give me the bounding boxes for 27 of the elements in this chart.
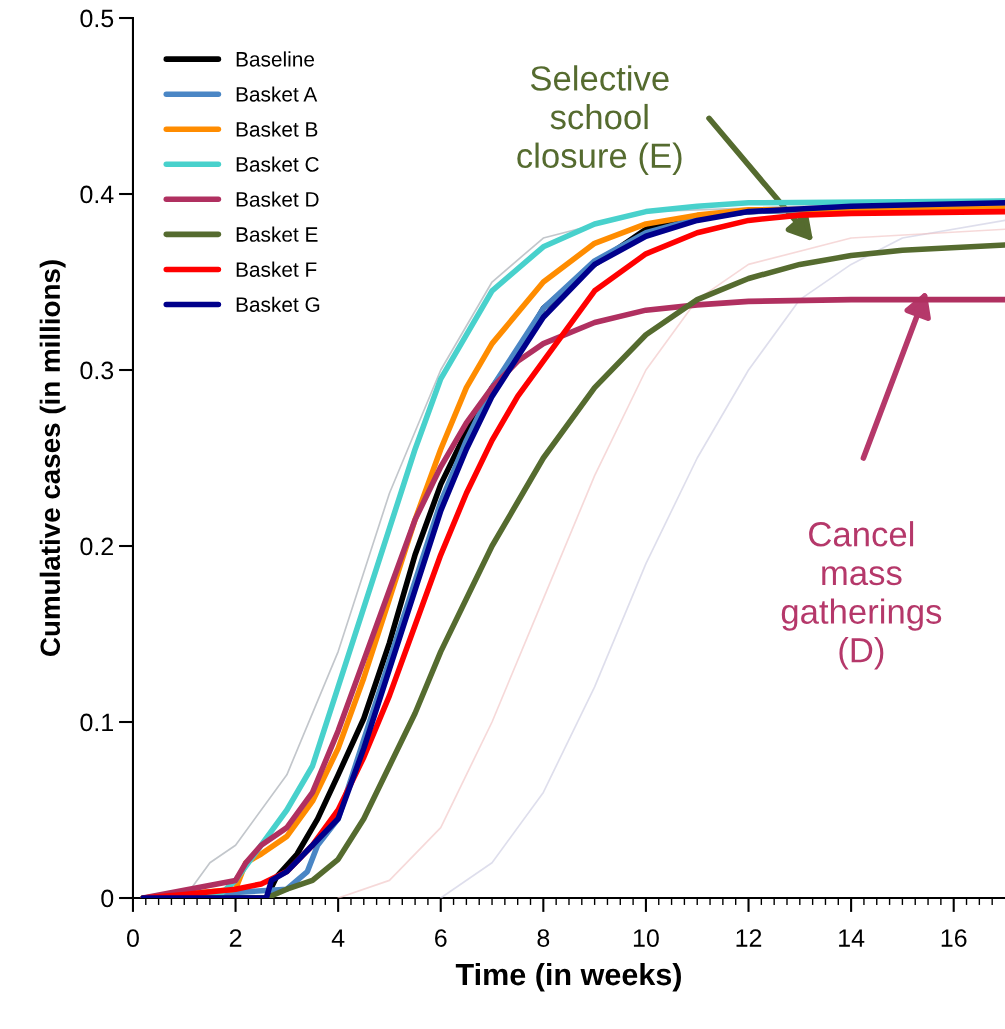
x-axis-title: Time (in weeks) [455, 962, 681, 992]
annotation: Cancel mass gatherings (D) [781, 521, 942, 670]
x-tick-label: 6 [435, 929, 447, 947]
x-tick-label: 12 [736, 929, 762, 947]
y-tick-label: 0.4 [80, 185, 114, 204]
x-tick-label: 16 [941, 929, 967, 947]
x-tick-label: 14 [839, 929, 865, 947]
legend-label: Basket B [236, 121, 318, 137]
y-axis-title: Cumulative cases (in millions) [39, 260, 66, 656]
y-tick-label: 0.1 [80, 713, 113, 732]
x-tick-label: 4 [331, 929, 345, 947]
legend-label: Baseline [236, 51, 315, 67]
legend-label: Basket C [236, 156, 319, 172]
legend-label: Basket F [236, 261, 317, 277]
legend-label: Basket D [236, 191, 319, 207]
y-tick-label: 0.3 [80, 361, 114, 380]
x-tick-label: 0 [126, 929, 139, 947]
annotation: Selective school closure (E) [517, 65, 682, 175]
y-tick-label: 0.5 [80, 9, 114, 28]
legend-label: Basket E [236, 226, 318, 242]
legend-label: Basket G [236, 296, 320, 312]
x-tick-label: 10 [633, 929, 659, 947]
y-tick-label: 0.2 [80, 537, 113, 556]
legend-label: Basket A [236, 86, 318, 102]
y-tick-label: 0 [101, 889, 114, 908]
x-tick-label: 2 [229, 929, 242, 947]
x-tick-label: 8 [537, 929, 550, 947]
